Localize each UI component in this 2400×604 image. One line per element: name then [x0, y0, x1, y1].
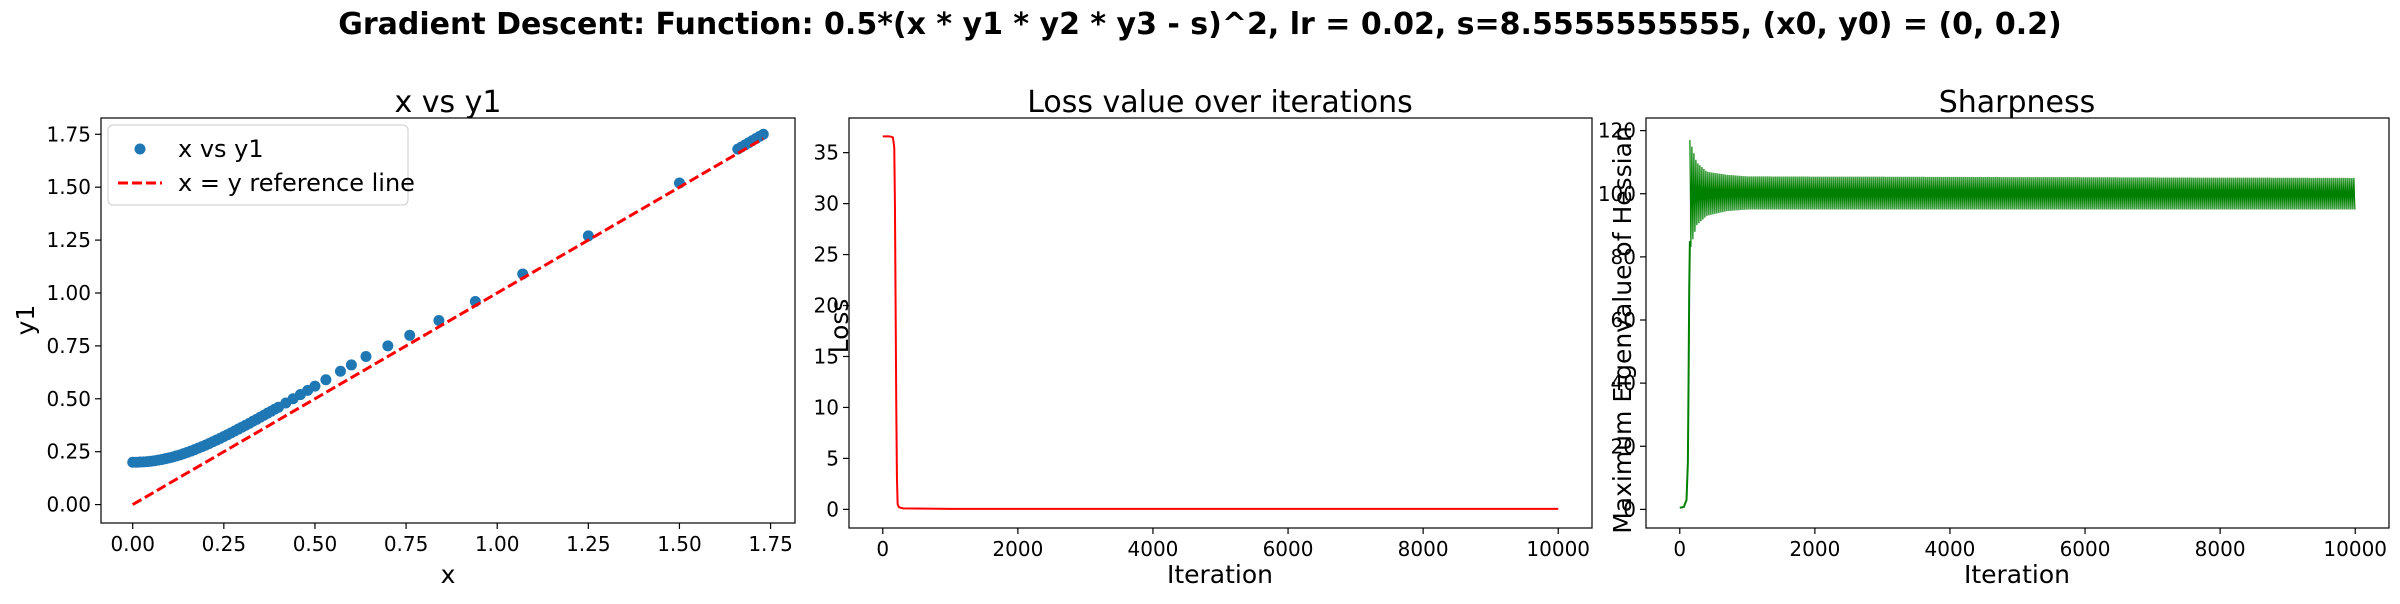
- y-ticks: 0 20 40 60 80 100 120: [1598, 119, 1646, 521]
- y-tick-label: 0.25: [46, 440, 91, 464]
- x-tick-label: 0.25: [202, 532, 247, 556]
- y-tick-label: 0.75: [46, 334, 91, 358]
- x-tick-label: 2000: [1789, 537, 1840, 561]
- x-tick-label: 6000: [2060, 537, 2111, 561]
- y-tick-label: 60: [1611, 308, 1636, 332]
- figure-suptitle: Gradient Descent: Function: 0.5*(x * y1 …: [338, 7, 2062, 42]
- plot-marks: [1679, 140, 2356, 509]
- y-tick-label: 0.00: [46, 493, 91, 517]
- y-tick-label: 35: [814, 141, 839, 165]
- y-tick-label: 40: [1611, 371, 1636, 395]
- y-tick-label: 10: [814, 395, 839, 419]
- x-ticks: 0 2000 4000 6000 8000 10000: [1673, 528, 2387, 561]
- x-tick-label: 0: [876, 537, 889, 561]
- x-ticks: 0.00 0.25 0.50 0.75 1.00 1.25 1.50 1.75: [110, 523, 793, 556]
- y-tick-label: 20: [814, 294, 839, 318]
- legend-box: [107, 124, 409, 206]
- plot-marks: [127, 128, 769, 506]
- x-tick-label: 0.00: [110, 532, 155, 556]
- y-tick-label: 120: [1598, 119, 1636, 143]
- x-tick-label: 4000: [1925, 537, 1976, 561]
- y-tick-label: 20: [1611, 434, 1636, 458]
- x-tick-label: 1.75: [748, 532, 793, 556]
- y-tick-label: 0: [826, 497, 839, 521]
- scatter-point: [582, 230, 594, 242]
- panel-title: Loss value over iterations: [1027, 85, 1413, 120]
- y-tick-label: 5: [826, 446, 839, 470]
- x-axis-label: x: [441, 560, 456, 589]
- x-axis-label: Iteration: [1167, 560, 1273, 589]
- y-tick-label: 1.25: [46, 228, 91, 252]
- x-tick-label: 1.25: [566, 532, 611, 556]
- x-tick-label: 0.75: [384, 532, 429, 556]
- y-ticks: 0 5 10 15 20 25 30 35: [814, 141, 849, 521]
- x-tick-label: 6000: [1263, 537, 1314, 561]
- x-tick-label: 1.50: [657, 532, 702, 556]
- scatter-point: [309, 380, 321, 392]
- plot-area-frame: [100, 117, 796, 524]
- y-tick-label: 0.50: [46, 387, 91, 411]
- legend: x vs y1 x = y reference line: [107, 124, 415, 206]
- y-tick-label: 25: [814, 243, 839, 267]
- x-axis-label: Iteration: [1964, 560, 2070, 589]
- panel-loss: Loss value over iterations Iteration Los…: [814, 85, 1593, 589]
- legend-entry-scatter: x vs y1: [178, 135, 264, 163]
- reference-line: [131, 137, 765, 506]
- scatter-point: [320, 374, 332, 386]
- scatter-point: [404, 329, 416, 341]
- y-tick-label: 100: [1598, 182, 1636, 206]
- scatter-point: [433, 315, 445, 326]
- legend-entry-reference-line: x = y reference line: [178, 169, 415, 197]
- scatter-point: [757, 128, 769, 140]
- x-tick-label: 10000: [1526, 537, 1590, 561]
- y-tick-label: 30: [814, 192, 839, 216]
- panel-sharpness: Sharpness Iteration Maximum Eigenvalue o…: [1598, 85, 2390, 589]
- plot-area-frame: [848, 117, 1593, 529]
- y-axis-label: Loss: [825, 299, 854, 354]
- x-tick-label: 1.00: [475, 532, 520, 556]
- x-tick-label: 0.50: [293, 532, 338, 556]
- plot-area-frame: [1645, 117, 2390, 529]
- y-tick-label: 1.75: [46, 122, 91, 146]
- sharpness-line-warmup: [1679, 241, 1691, 509]
- sharpness-oscillation-line: [1689, 140, 2356, 247]
- x-tick-label: 4000: [1128, 537, 1179, 561]
- y-axis-label: y1: [11, 305, 40, 336]
- scatter-point: [360, 350, 372, 362]
- panel-x-vs-y1: x vs y1 x y1 0.00 0.25 0.50 0.75 1.00 1.25 1.5…: [11, 85, 796, 589]
- series-line: [882, 135, 1559, 510]
- legend-marker-scatter: [134, 143, 146, 155]
- scatter-point: [334, 365, 346, 377]
- y-ticks: 0.00 0.25 0.50 0.75 1.00 1.25 1.50 1.75: [46, 122, 101, 517]
- scatter-point: [382, 340, 394, 352]
- x-tick-label: 8000: [2195, 537, 2246, 561]
- panel-title: Sharpness: [1939, 85, 2096, 120]
- x-tick-label: 8000: [1398, 537, 1449, 561]
- y-tick-label: 15: [814, 344, 839, 368]
- x-tick-label: 2000: [992, 537, 1043, 561]
- plot-marks: [882, 135, 1559, 510]
- panel-title: x vs y1: [394, 85, 501, 120]
- x-tick-label: 10000: [2323, 537, 2387, 561]
- y-tick-label: 1.00: [46, 281, 91, 305]
- y-tick-label: 0: [1623, 497, 1636, 521]
- x-ticks: 0 2000 4000 6000 8000 10000: [876, 528, 1590, 561]
- x-tick-label: 0: [1673, 537, 1686, 561]
- y-tick-label: 80: [1611, 245, 1636, 269]
- scatter-point: [345, 359, 357, 371]
- y-tick-label: 1.50: [46, 175, 91, 199]
- y-axis-label: Maximum Eigenvalue of Hessian: [1608, 126, 1637, 534]
